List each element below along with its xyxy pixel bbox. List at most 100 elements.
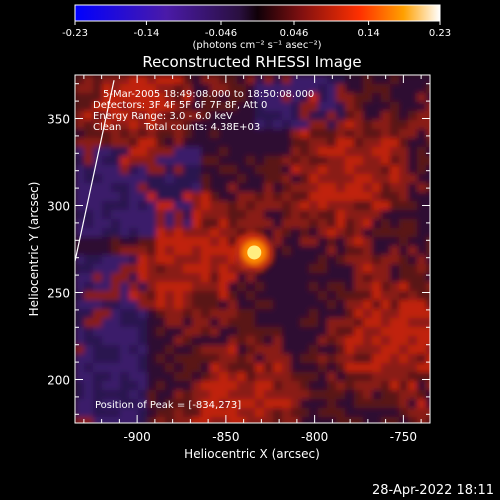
heat-cell [399,237,408,246]
heat-cell [111,309,120,318]
heat-cell [372,291,381,300]
heat-cell [426,129,430,138]
heat-cell [111,417,120,423]
heat-cell [147,75,156,84]
heat-cell [93,390,102,399]
heat-cell [408,228,417,237]
heat-cell [255,129,264,138]
heat-cell [192,120,201,129]
heat-cell [246,165,255,174]
heat-cell [192,408,201,417]
heat-cell [210,291,219,300]
heat-cell [417,147,426,156]
heat-cell [336,300,345,309]
heat-cell [291,390,300,399]
heat-cell [291,273,300,282]
heat-cell [120,399,129,408]
heat-cell [138,201,147,210]
heat-cell [300,363,309,372]
heat-cell [120,120,129,129]
heat-cell [336,138,345,147]
heat-cell [102,390,111,399]
heat-cell [345,282,354,291]
heat-cell [291,363,300,372]
heat-cell [201,408,210,417]
heat-cell [345,93,354,102]
heat-cell [426,228,430,237]
heat-cell [147,336,156,345]
heat-cell [390,75,399,84]
heat-cell [75,318,84,327]
heat-cell [345,219,354,228]
heat-cell [345,129,354,138]
heat-cell [138,381,147,390]
heat-cell [408,291,417,300]
heat-cell [129,138,138,147]
heat-cell [426,156,430,165]
heat-cell [264,291,273,300]
heat-cell [300,291,309,300]
heat-cell [219,336,228,345]
heat-cell [327,282,336,291]
heat-cell [156,129,165,138]
heat-cell [309,93,318,102]
heat-cell [102,138,111,147]
heat-cell [345,381,354,390]
heat-cell [138,192,147,201]
heat-cell [138,309,147,318]
heat-cell [219,156,228,165]
y-tick-label: 300 [47,200,70,214]
heat-cell [174,300,183,309]
heat-cell [336,210,345,219]
heat-cell [75,372,84,381]
heat-cell [372,129,381,138]
heat-cell [93,273,102,282]
heat-cell [156,336,165,345]
heat-cell [111,282,120,291]
heat-cell [390,381,399,390]
heat-cell [138,75,147,84]
heat-cell [165,300,174,309]
heat-cell [345,84,354,93]
heat-cell [363,147,372,156]
heat-cell [210,102,219,111]
heat-cell [309,165,318,174]
heat-cell [183,264,192,273]
heat-cell [300,282,309,291]
heat-cell [219,309,228,318]
heat-cell [147,138,156,147]
heat-cell [300,120,309,129]
heat-cell [183,363,192,372]
heat-cell [417,300,426,309]
heat-cell [390,273,399,282]
heat-cell [264,363,273,372]
heat-cell [102,84,111,93]
heat-cell [183,228,192,237]
heat-cell [291,183,300,192]
heat-cell [246,93,255,102]
heat-cell [102,183,111,192]
heat-cell [354,192,363,201]
heat-cell [156,318,165,327]
heat-cell [390,408,399,417]
heat-cell [174,381,183,390]
heat-cell [345,75,354,84]
heat-cell [174,318,183,327]
heat-cell [336,246,345,255]
heat-cell [147,201,156,210]
heat-cell [228,291,237,300]
heat-cell [372,183,381,192]
heat-cell [147,84,156,93]
heat-cell [282,192,291,201]
heat-cell [417,354,426,363]
heat-cell [345,291,354,300]
heat-cell [156,174,165,183]
heat-cell [111,75,120,84]
heat-cell [336,381,345,390]
heat-cell [192,264,201,273]
heat-cell [300,336,309,345]
heat-cell [381,300,390,309]
heat-cell [93,102,102,111]
heat-cell [201,282,210,291]
heat-cell [120,381,129,390]
